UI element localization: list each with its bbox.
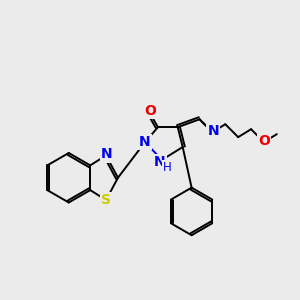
Text: O: O [144,104,156,118]
Text: N: N [101,148,113,161]
Text: N: N [139,135,151,149]
Text: N: N [154,155,166,169]
Text: O: O [258,134,270,148]
Text: H: H [163,161,171,174]
Text: N: N [208,124,219,138]
Text: S: S [101,193,111,207]
